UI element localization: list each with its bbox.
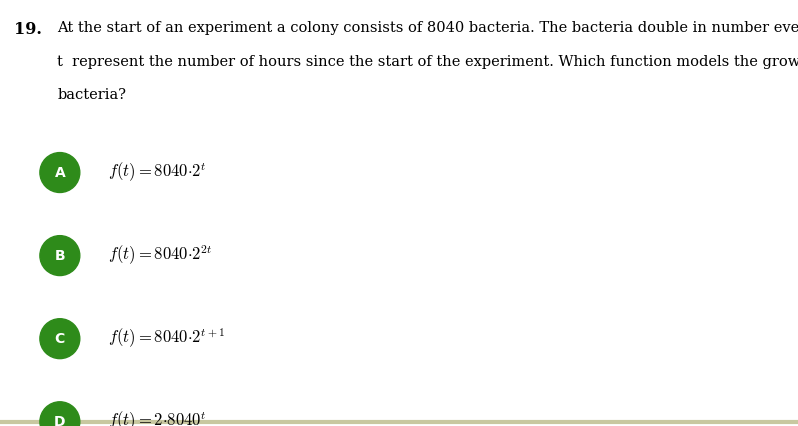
Text: t  represent the number of hours since the start of the experiment. Which functi: t represent the number of hours since th… — [57, 55, 798, 69]
Text: bacteria?: bacteria? — [57, 88, 126, 102]
Ellipse shape — [40, 402, 80, 426]
Text: $\mathit{f}(\mathit{t}) = 8040{\cdot}2^{2t}$: $\mathit{f}(\mathit{t}) = 8040{\cdot}2^{… — [108, 244, 212, 268]
Text: $\mathit{f}(\mathit{t}) = 8040{\cdot}2^{t}$: $\mathit{f}(\mathit{t}) = 8040{\cdot}2^{… — [108, 161, 207, 184]
Text: A: A — [54, 166, 65, 179]
Ellipse shape — [40, 319, 80, 359]
Ellipse shape — [40, 236, 80, 276]
Text: C: C — [55, 332, 65, 345]
Text: D: D — [54, 415, 65, 426]
Text: At the start of an experiment a colony consists of 8040 bacteria. The bacteria d: At the start of an experiment a colony c… — [57, 21, 798, 35]
Text: 19.: 19. — [14, 21, 42, 38]
Text: B: B — [54, 249, 65, 262]
Ellipse shape — [40, 153, 80, 193]
Text: $\mathit{f}(\mathit{t}) = 8040{\cdot}2^{t+1}$: $\mathit{f}(\mathit{t}) = 8040{\cdot}2^{… — [108, 327, 225, 351]
Text: $\mathit{f}(\mathit{t}) = 2{\cdot}8040^{t}$: $\mathit{f}(\mathit{t}) = 2{\cdot}8040^{… — [108, 410, 207, 426]
